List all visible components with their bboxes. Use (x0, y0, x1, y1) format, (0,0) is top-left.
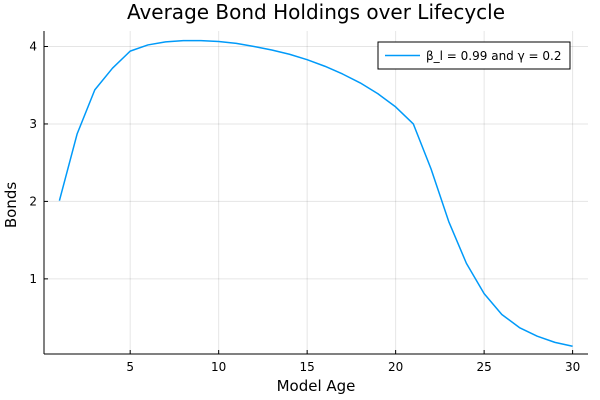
x-axis-label: Model Age (277, 377, 356, 395)
x-tick-label: 25 (476, 360, 491, 374)
y-tick-label: 2 (29, 194, 37, 208)
x-tick-label: 10 (211, 360, 226, 374)
y-tick-label: 3 (29, 117, 37, 131)
x-tick-label: 30 (565, 360, 580, 374)
y-axis-ticks: 1 2 3 4 (29, 39, 48, 286)
x-tick-label: 20 (388, 360, 403, 374)
series-group (58, 39, 573, 347)
y-axis-label: Bonds (2, 182, 20, 228)
x-axis-ticks: 5 10 15 20 25 30 (126, 350, 580, 374)
y-tick-label: 1 (29, 272, 37, 286)
legend-label: β_l = 0.99 and γ = 0.2 (426, 49, 561, 63)
legend: β_l = 0.99 and γ = 0.2 (377, 41, 571, 70)
grid-lines (44, 31, 588, 354)
series-line (58, 39, 573, 347)
y-tick-label: 4 (29, 39, 37, 53)
chart-title: Average Bond Holdings over Lifecycle (127, 0, 505, 24)
x-tick-label: 5 (126, 360, 134, 374)
x-tick-label: 15 (300, 360, 315, 374)
